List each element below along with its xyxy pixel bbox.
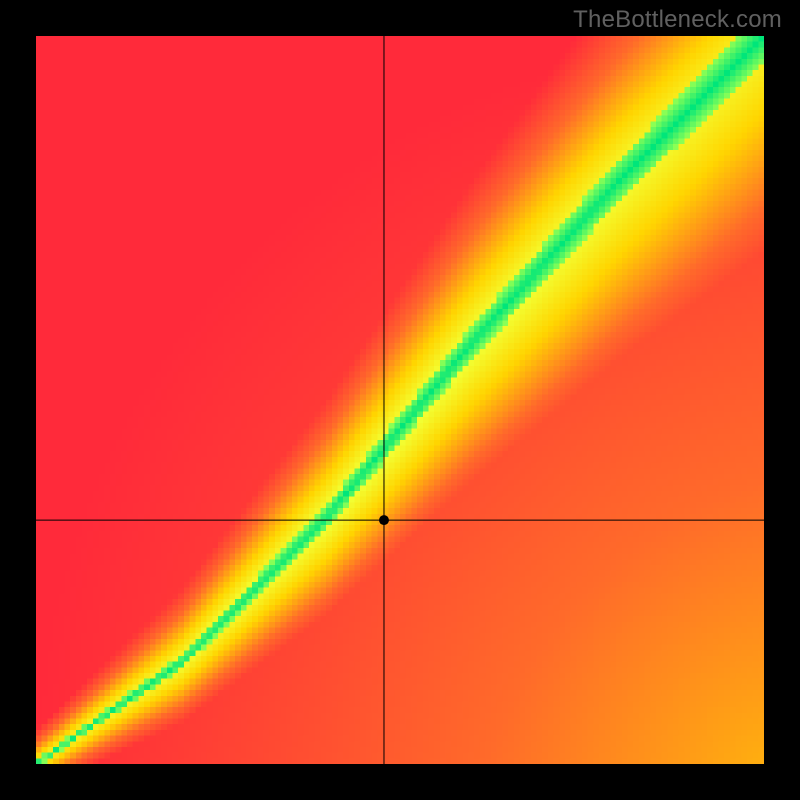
watermark-text: TheBottleneck.com: [573, 6, 782, 34]
heatmap-canvas: [36, 36, 764, 764]
bottleneck-heatmap: [36, 36, 764, 764]
